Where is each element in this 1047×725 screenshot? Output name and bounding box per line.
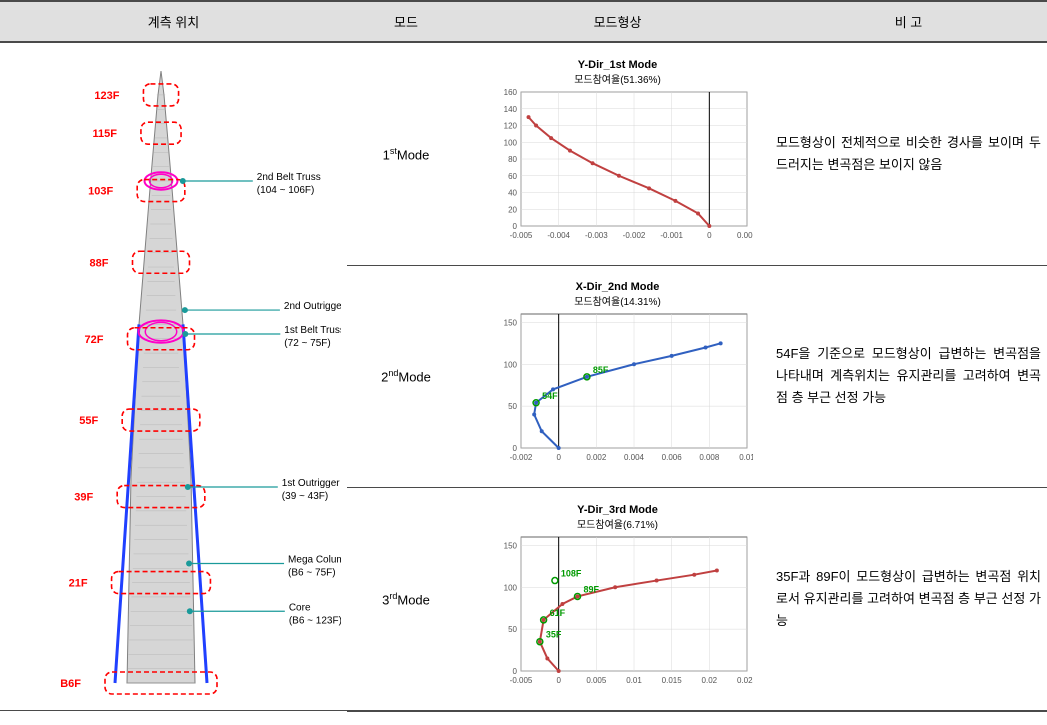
svg-text:72F: 72F xyxy=(85,334,104,346)
svg-text:115F: 115F xyxy=(92,128,117,140)
svg-text:108F: 108F xyxy=(560,568,581,578)
svg-text:B6F: B6F xyxy=(60,678,81,690)
svg-text:0: 0 xyxy=(512,444,517,453)
chart2-cell: X-Dir_2nd Mode 모드참여율(14.31%) -0.00200.00… xyxy=(465,265,770,487)
svg-text:Core: Core xyxy=(289,602,311,613)
svg-text:Mega Column: Mega Column xyxy=(288,554,341,565)
svg-text:0.025: 0.025 xyxy=(736,676,752,685)
svg-text:89F: 89F xyxy=(583,584,599,594)
remarks2: 54F을 기준으로 모드형상이 급변하는 변곡점을 나타내며 계측위치는 유지관… xyxy=(770,265,1047,487)
svg-text:0.015: 0.015 xyxy=(661,676,682,685)
svg-text:(B6 ~ 123F): (B6 ~ 123F) xyxy=(289,615,341,626)
svg-text:0.005: 0.005 xyxy=(586,676,607,685)
svg-text:-0.002: -0.002 xyxy=(622,231,645,240)
row-mode1: 123F115F103F88F72F55F39F21FB6F2nd Belt T… xyxy=(0,42,1047,265)
chart1-title: Y-Dir_1st Mode xyxy=(471,59,764,71)
svg-text:2nd Outrigger: 2nd Outrigger xyxy=(284,301,341,312)
svg-text:35F: 35F xyxy=(545,629,561,639)
svg-text:-0.001: -0.001 xyxy=(660,231,683,240)
chart3: -0.00500.0050.010.0150.020.0250501001501… xyxy=(483,531,753,691)
svg-text:100: 100 xyxy=(503,138,517,147)
svg-text:0.004: 0.004 xyxy=(623,453,644,462)
svg-text:-0.004: -0.004 xyxy=(547,231,570,240)
svg-text:100: 100 xyxy=(503,360,517,369)
h-mode: 모드 xyxy=(347,1,465,42)
svg-text:0: 0 xyxy=(707,231,712,240)
svg-text:2nd Belt Truss: 2nd Belt Truss xyxy=(257,172,321,183)
svg-text:0.02: 0.02 xyxy=(701,676,717,685)
svg-text:100: 100 xyxy=(503,583,517,592)
svg-text:1st Belt Truss: 1st Belt Truss xyxy=(284,325,341,336)
svg-text:0.01: 0.01 xyxy=(626,676,642,685)
svg-text:120: 120 xyxy=(503,121,517,130)
svg-text:-0.005: -0.005 xyxy=(509,676,532,685)
svg-text:-0.003: -0.003 xyxy=(584,231,607,240)
mode1-label: 1stMode xyxy=(347,42,465,265)
tower-diagram-cell: 123F 115F 103F 88F 72F 55F 39F 21F B6F 2nd Belt T… xyxy=(0,42,347,711)
chart2-sub: 모드참여율(14.31%) xyxy=(471,293,764,308)
h-shape: 모드형상 xyxy=(465,1,770,42)
svg-text:50: 50 xyxy=(508,625,517,634)
remarks3: 35F과 89F이 모드형상이 급변하는 변곡점 위치로서 유지관리를 고려하여… xyxy=(770,487,1047,710)
svg-text:60: 60 xyxy=(508,172,517,181)
chart1: -0.005 -0.004 -0.003 -0.002 -0.001 0 0.001 0 20 4… xyxy=(483,86,753,246)
svg-text:0: 0 xyxy=(556,453,561,462)
svg-text:88F: 88F xyxy=(90,257,109,269)
chart3-sub: 모드참여율(6.71%) xyxy=(471,516,764,531)
chart2-title: X-Dir_2nd Mode xyxy=(471,281,764,293)
svg-text:(104 ~ 106F): (104 ~ 106F) xyxy=(257,185,315,196)
mode3-label: 3rdMode xyxy=(347,487,465,710)
svg-text:50: 50 xyxy=(508,402,517,411)
svg-text:103F: 103F xyxy=(88,186,113,198)
svg-text:1st Outrigger: 1st Outrigger xyxy=(282,478,340,489)
svg-text:39F: 39F xyxy=(74,492,93,504)
svg-text:150: 150 xyxy=(503,541,517,550)
remarks1: 모드형상이 전체적으로 비슷한 경사를 보이며 두드러지는 변곡점은 보이지 않… xyxy=(770,42,1047,265)
chart1-cell: Y-Dir_1st Mode 모드참여율(51.36%) -0.005-0.00… xyxy=(465,42,770,265)
header-row: 계측 위치 모드 모드형상 비 고 xyxy=(0,1,1047,42)
svg-text:0: 0 xyxy=(512,667,517,676)
svg-text:0.001: 0.001 xyxy=(736,231,752,240)
svg-text:85F: 85F xyxy=(592,365,608,375)
chart3-cell: Y-Dir_3rd Mode 모드참여율(6.71%) -0.00500.005… xyxy=(465,487,770,710)
svg-text:0.008: 0.008 xyxy=(699,453,720,462)
svg-text:(39 ~ 43F): (39 ~ 43F) xyxy=(282,491,328,502)
chart1-sub: 모드참여율(51.36%) xyxy=(471,71,764,86)
svg-text:80: 80 xyxy=(508,155,517,164)
mode-shape-table: 계측 위치 모드 모드형상 비 고 123F 115F 103F 88F 72F 55F 3… xyxy=(0,0,1047,712)
svg-text:(B6 ~ 75F): (B6 ~ 75F) xyxy=(288,567,336,578)
chart3-title: Y-Dir_3rd Mode xyxy=(471,504,764,516)
svg-text:21F: 21F xyxy=(69,578,88,590)
mode2-label: 2ndMode xyxy=(347,265,465,487)
svg-text:160: 160 xyxy=(503,88,517,97)
svg-text:0: 0 xyxy=(512,222,517,231)
svg-text:0.01: 0.01 xyxy=(739,453,753,462)
tower-diagram: 123F 115F 103F 88F 72F 55F 39F 21F B6F 2nd Belt T… xyxy=(6,61,341,701)
svg-text:54F: 54F xyxy=(542,391,558,401)
svg-text:20: 20 xyxy=(508,205,517,214)
svg-text:0.002: 0.002 xyxy=(586,453,607,462)
h-remarks: 비 고 xyxy=(770,1,1047,42)
chart2: -0.00200.0020.0040.0060.0080.01050100150… xyxy=(483,308,753,468)
svg-text:(72 ~ 75F): (72 ~ 75F) xyxy=(284,338,330,349)
h-location: 계측 위치 xyxy=(0,1,347,42)
svg-text:0: 0 xyxy=(556,676,561,685)
svg-text:123F: 123F xyxy=(94,90,119,102)
svg-text:-0.002: -0.002 xyxy=(509,453,532,462)
svg-text:-0.005: -0.005 xyxy=(509,231,532,240)
svg-text:140: 140 xyxy=(503,105,517,114)
svg-text:40: 40 xyxy=(508,188,517,197)
svg-text:0.006: 0.006 xyxy=(661,453,682,462)
svg-text:61F: 61F xyxy=(549,608,565,618)
svg-text:150: 150 xyxy=(503,319,517,328)
svg-text:55F: 55F xyxy=(79,415,98,427)
